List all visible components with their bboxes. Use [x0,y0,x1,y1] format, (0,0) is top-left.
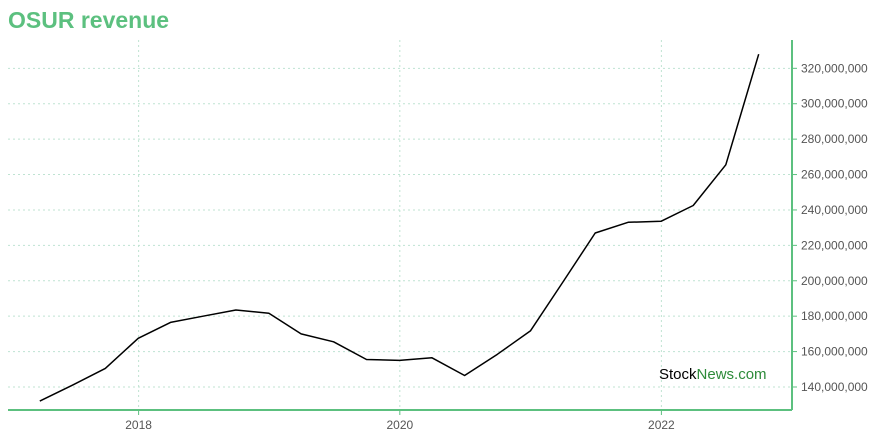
watermark-com: .com [734,366,767,383]
y-tick-label: 140,000,000 [801,380,868,394]
y-tick-label: 160,000,000 [801,345,868,359]
revenue-series-line [39,53,760,402]
chart-title: OSUR revenue [8,7,170,33]
y-tick-label: 240,000,000 [801,203,868,217]
stocknews-watermark: StockNews.com [659,366,767,383]
y-tick-label: 280,000,000 [801,132,868,146]
vertical-gridlines [138,40,662,410]
y-tick-label: 320,000,000 [801,61,868,75]
x-tick-label: 2020 [386,418,413,432]
y-tick-label: 200,000,000 [801,274,868,288]
x-axis-ticks: 2018 2020 2022 [125,410,675,432]
y-tick-label: 180,000,000 [801,309,868,323]
watermark-news: News [697,366,735,383]
x-tick-label: 2022 [648,418,675,432]
y-tick-label: 260,000,000 [801,168,868,182]
y-tick-label: 220,000,000 [801,238,868,252]
y-axis-ticks: 140,000,000 160,000,000 180,000,000 200,000… [792,61,868,394]
x-tick-label: 2018 [125,418,152,432]
watermark-stock: Stock [659,366,697,383]
y-tick-label: 300,000,000 [801,97,868,111]
